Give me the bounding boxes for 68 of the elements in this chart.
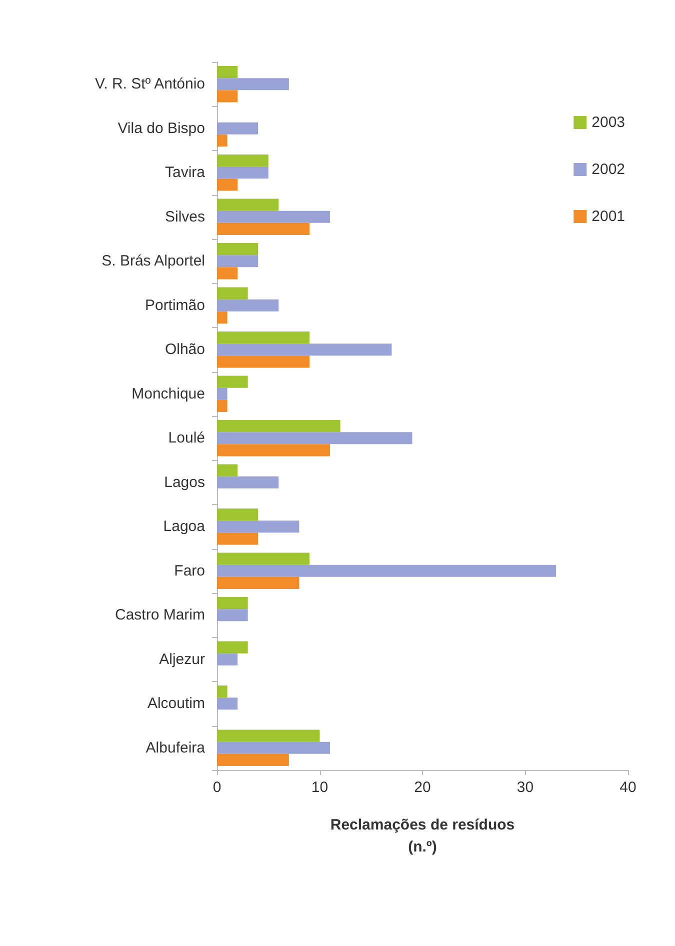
bar bbox=[217, 420, 340, 432]
bar bbox=[217, 432, 412, 444]
y-tick-label: S. Brás Alportel bbox=[102, 252, 205, 270]
bar bbox=[217, 508, 258, 521]
bar bbox=[217, 66, 238, 78]
x-tick-label: 10 bbox=[311, 779, 328, 796]
y-tick-label: Lagos bbox=[164, 474, 205, 491]
y-tick-label: Albufeira bbox=[146, 739, 206, 756]
bar bbox=[217, 210, 330, 223]
x-tick-label: 0 bbox=[212, 779, 222, 796]
bar bbox=[217, 331, 310, 344]
bar bbox=[217, 222, 310, 236]
bar bbox=[217, 134, 228, 147]
bar bbox=[217, 698, 238, 710]
bar bbox=[217, 520, 300, 533]
y-tick-label: Alcoutim bbox=[147, 695, 205, 712]
bar bbox=[217, 742, 330, 754]
bar bbox=[217, 311, 228, 324]
y-tick-label: Monchique bbox=[132, 385, 205, 402]
x-tick-label: 40 bbox=[620, 779, 636, 796]
bar bbox=[217, 400, 228, 412]
bar bbox=[217, 596, 248, 610]
y-tick-label: Aljezur bbox=[159, 650, 205, 668]
y-tick-label: Faro bbox=[174, 562, 205, 580]
bar bbox=[217, 267, 238, 280]
bar bbox=[217, 552, 310, 565]
bar bbox=[217, 255, 258, 268]
x-tick-label: 30 bbox=[516, 779, 534, 796]
bar bbox=[217, 609, 248, 622]
bar bbox=[217, 90, 238, 102]
bar bbox=[217, 641, 248, 654]
y-tick-label: Olhão bbox=[164, 341, 205, 358]
legend-label: 2002 bbox=[592, 161, 626, 178]
y-tick-label: Loulé bbox=[168, 430, 205, 447]
bar bbox=[217, 685, 228, 698]
bar bbox=[217, 476, 279, 488]
y-tick-label: Lagoa bbox=[163, 518, 206, 536]
bar bbox=[217, 444, 330, 456]
bar bbox=[217, 754, 289, 766]
x-tick-label: 20 bbox=[414, 779, 431, 796]
bar bbox=[217, 287, 248, 300]
y-tick-label: Vila do Bispo bbox=[118, 120, 205, 137]
bar bbox=[217, 576, 300, 590]
legend-label: 2003 bbox=[592, 114, 626, 131]
y-tick-label: Castro Marim bbox=[114, 606, 205, 624]
bar bbox=[217, 653, 238, 666]
y-tick-label: Tavira bbox=[164, 164, 206, 182]
bar bbox=[217, 344, 392, 356]
bar bbox=[217, 122, 258, 134]
bar bbox=[217, 299, 279, 312]
y-tick-label: V. R. Stº António bbox=[95, 76, 205, 93]
bar bbox=[217, 242, 258, 256]
bar bbox=[217, 356, 310, 368]
bar bbox=[217, 78, 289, 90]
bar bbox=[217, 154, 268, 167]
bar bbox=[217, 464, 238, 476]
bar bbox=[217, 564, 556, 577]
bar bbox=[217, 166, 268, 179]
bar bbox=[217, 178, 238, 191]
bar bbox=[217, 730, 320, 742]
bar bbox=[217, 532, 258, 545]
legend-label: 2001 bbox=[592, 208, 626, 225]
x-axis-title: Reclamações de resíduos (n.º) bbox=[330, 816, 515, 856]
bar bbox=[217, 388, 228, 400]
y-tick-label: Portimão bbox=[144, 296, 205, 314]
bar bbox=[217, 376, 248, 388]
bar bbox=[217, 198, 279, 211]
y-tick-label: Silves bbox=[164, 208, 205, 226]
